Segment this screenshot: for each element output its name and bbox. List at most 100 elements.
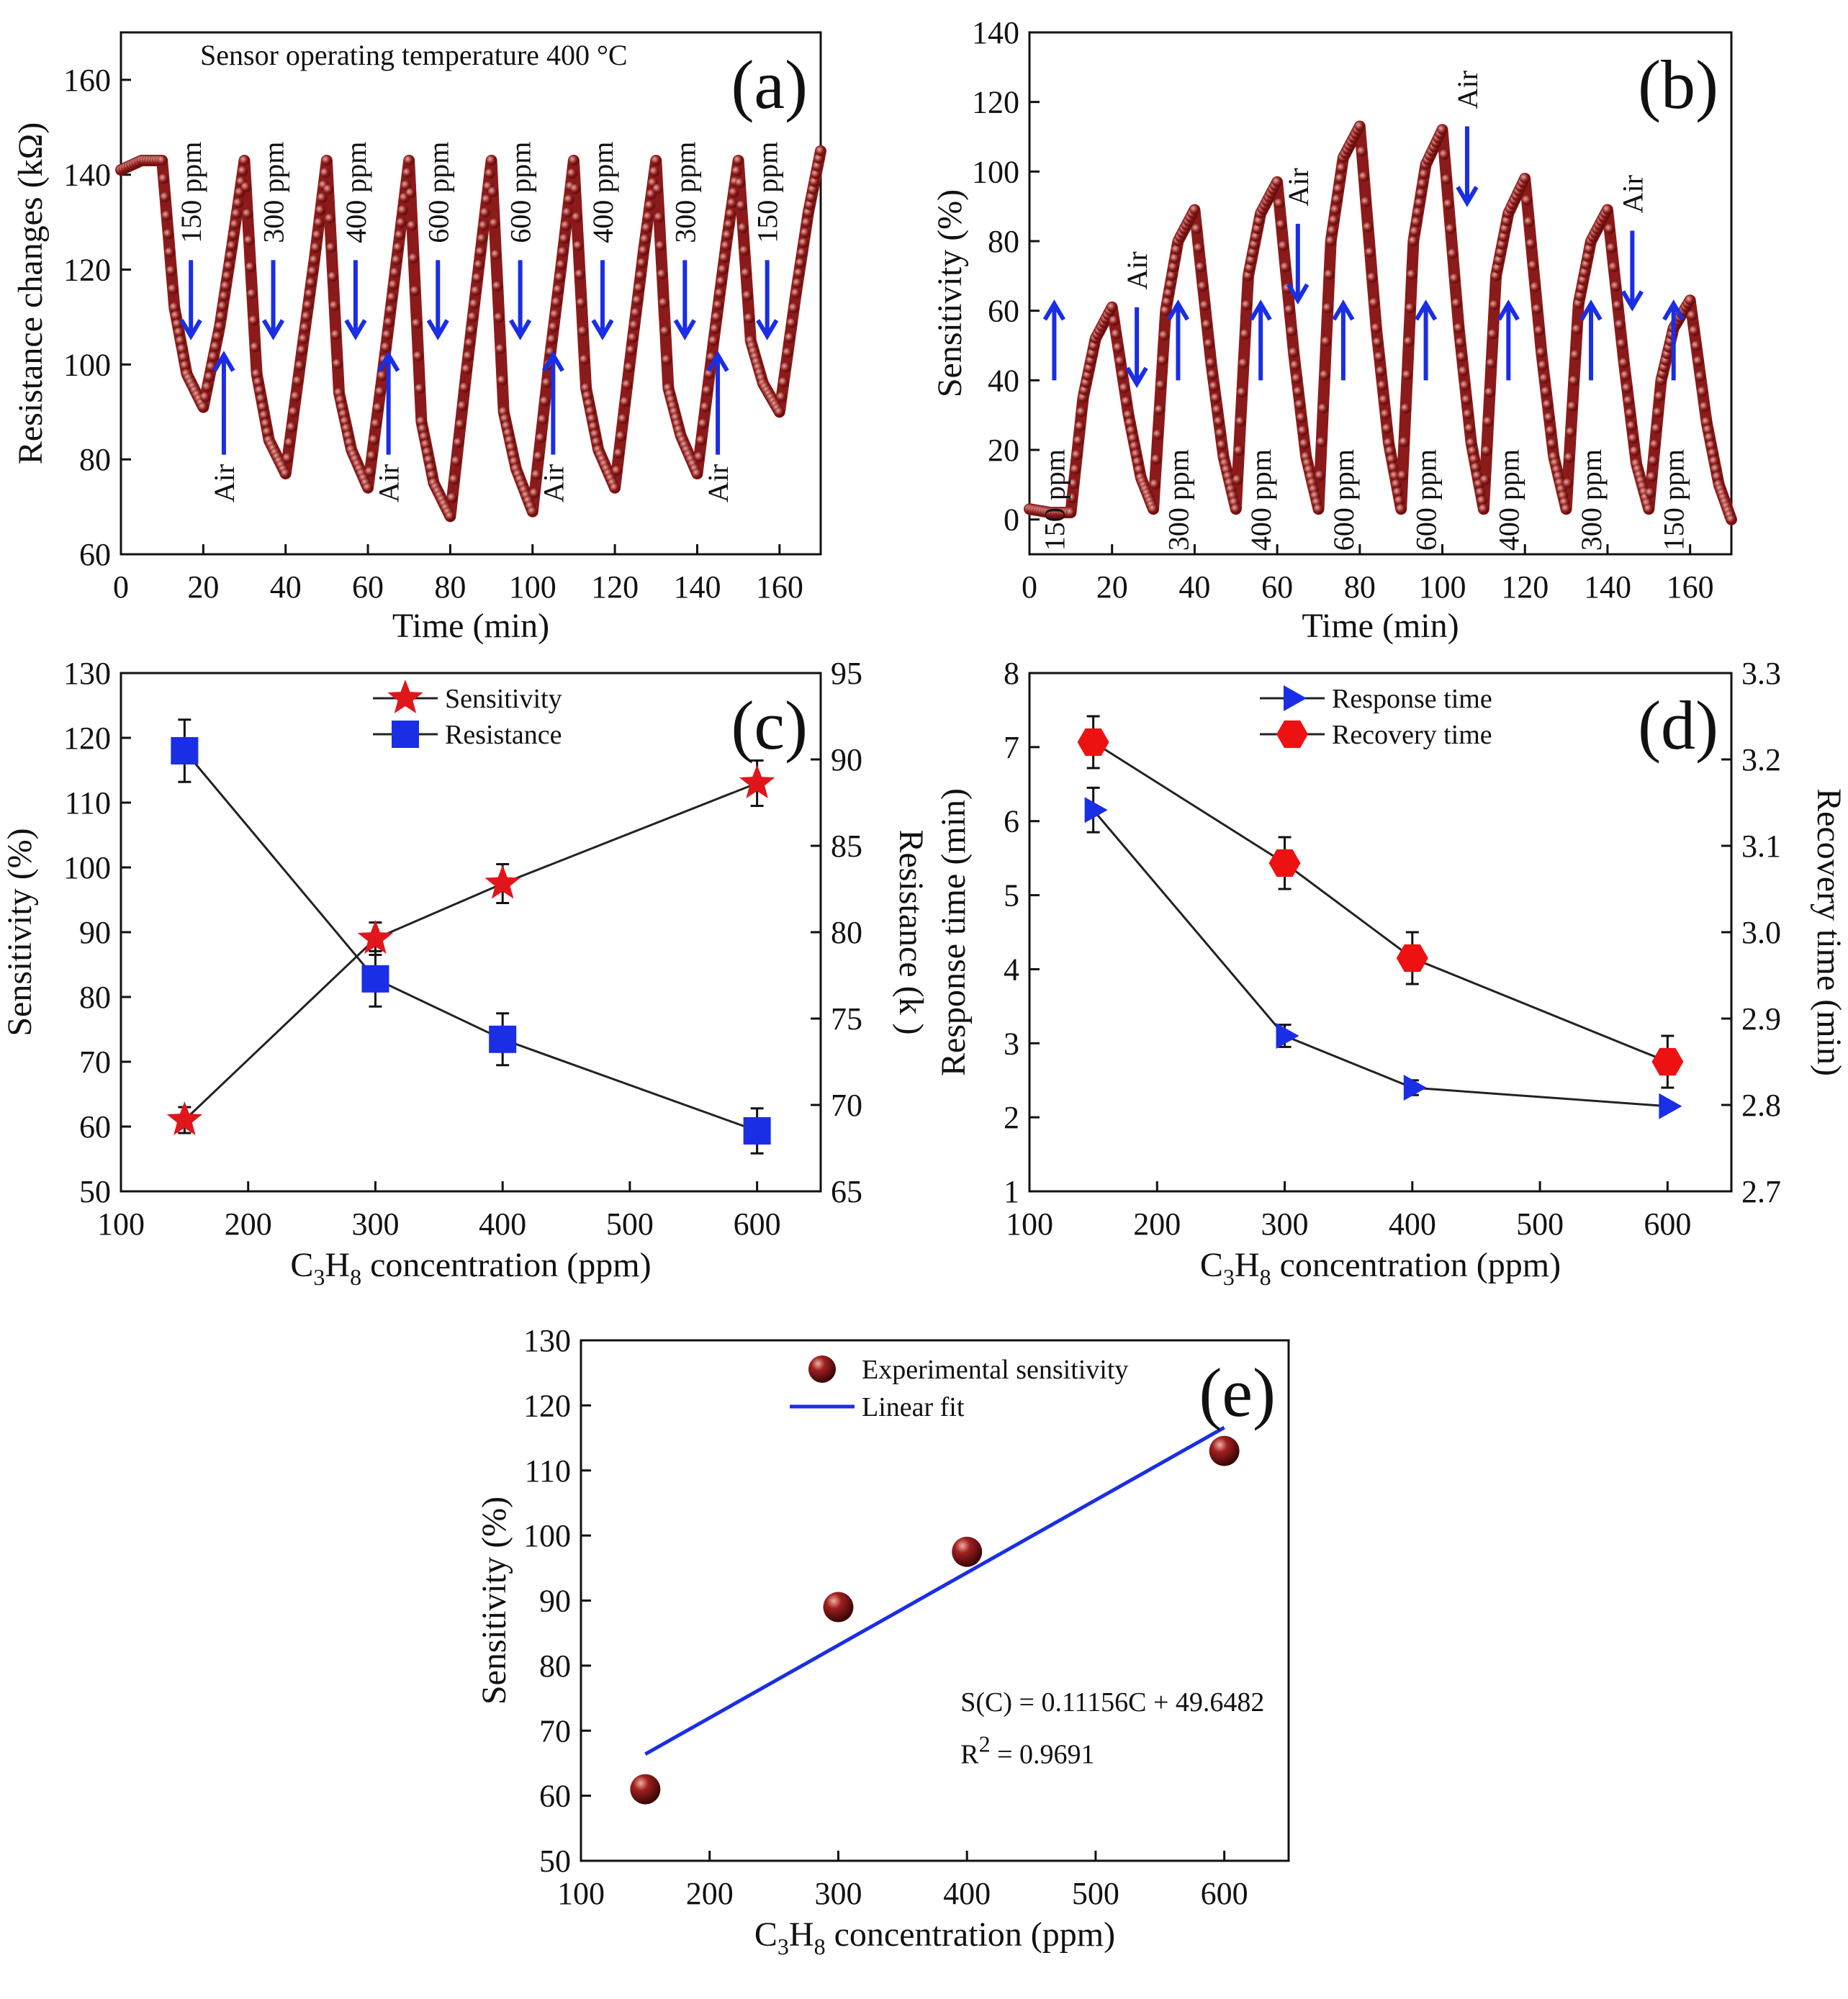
- resistance-series-point: [305, 289, 315, 299]
- y-tick-label: 80: [79, 442, 111, 477]
- air-arrow-head: [1125, 366, 1148, 389]
- sensitivity-series-point: [1207, 369, 1218, 380]
- sensitivity-series-point: [1392, 487, 1403, 498]
- sensitivity-line: [184, 782, 758, 1122]
- sensitivity-series-point: [1369, 297, 1379, 308]
- sensitivity-series-point: [1150, 479, 1160, 489]
- response-time-marker: [1276, 1023, 1299, 1049]
- sensitivity-series-point: [1687, 310, 1698, 321]
- resistance-series-point: [557, 246, 568, 257]
- resistance-series-point: [797, 248, 808, 258]
- resistance-series-point: [660, 326, 671, 337]
- gas-arrow-head: [591, 319, 614, 340]
- sensitivity-series-point: [1449, 273, 1460, 284]
- y-tick-label: 110: [525, 1453, 571, 1489]
- sensitivity-series-point: [1653, 407, 1664, 418]
- y-tick-label: 120: [972, 85, 1019, 120]
- resistance-series-point: [531, 469, 542, 480]
- sensitivity-series-point: [1115, 356, 1126, 366]
- sensitivity-series-point: [1726, 514, 1736, 525]
- resistance-series-point: [556, 259, 567, 270]
- legend-label: Resistance: [445, 720, 562, 750]
- resistance-series-point: [550, 310, 561, 320]
- x-tick-label: 80: [1344, 569, 1376, 605]
- sensitivity-series-point: [1170, 253, 1181, 264]
- resistance-series-point: [564, 194, 574, 205]
- sensitivity-series-point: [1561, 504, 1572, 515]
- y2-tick-label: 85: [831, 829, 862, 864]
- sensitivity-series-point: [1697, 387, 1708, 397]
- sensitivity-series-point: [1613, 300, 1623, 311]
- x-axis-label-part: 8: [814, 1933, 826, 1959]
- y-tick-label: 130: [523, 1323, 571, 1358]
- sensitivity-series-point: [1286, 326, 1297, 337]
- sensitivity-series-point: [1210, 393, 1221, 404]
- sensitivity-series-point: [1117, 369, 1128, 380]
- sensitivity-series-point: [1461, 394, 1472, 405]
- sensitivity-series-point: [1410, 226, 1420, 237]
- resistance-series-point: [420, 439, 431, 450]
- sensitivity-series-point: [1212, 405, 1222, 415]
- x-axis-label-part: concentration (ppm): [361, 1246, 652, 1284]
- resistance-series-point: [416, 416, 427, 427]
- sensitivity-series-point: [1336, 163, 1347, 173]
- sensitivity-series-point: [1070, 464, 1081, 475]
- sensitivity-series-point: [1159, 330, 1170, 341]
- resistance-series-point: [204, 371, 215, 382]
- resistance-series-point: [809, 176, 820, 187]
- resistance-series-point: [157, 155, 168, 166]
- resistance-series-point: [811, 168, 821, 179]
- y-tick-label: 120: [63, 721, 111, 756]
- resistance-series-point: [727, 198, 738, 209]
- resistance-series-point: [553, 284, 564, 295]
- resistance-series-point: [639, 245, 649, 256]
- sensitivity-series-point: [1628, 433, 1639, 444]
- resistance-series-point: [573, 240, 584, 251]
- resistance-series-point: [539, 396, 550, 407]
- resistance-series-point: [662, 354, 672, 365]
- resistance-series-point: [396, 217, 407, 228]
- resistance-series-point: [718, 264, 729, 275]
- recovery-time-marker: [1268, 849, 1301, 877]
- x-tick-label: 300: [1261, 1206, 1309, 1242]
- resistance-series-point: [329, 300, 340, 311]
- sensitivity-series-point: [1128, 433, 1139, 444]
- resistance-series-point: [798, 238, 809, 248]
- y2-tick-label: 90: [831, 742, 862, 777]
- resistance-series-point: [774, 407, 785, 418]
- legend-marker: [392, 721, 419, 748]
- resistance-series-point: [463, 351, 474, 361]
- resistance-series-point: [373, 402, 384, 413]
- resistance-series-point: [738, 222, 749, 233]
- x-tick-label: 400: [943, 1876, 991, 1911]
- resistance-series-point: [219, 291, 230, 302]
- sensitivity-series-point: [1068, 479, 1079, 489]
- sensitivity-series-point: [1356, 146, 1367, 157]
- r2-value: = 0.9691: [991, 1739, 1095, 1769]
- x-tick-label: 100: [97, 1206, 145, 1242]
- resistance-series-point: [422, 447, 433, 458]
- sensitivity-series-point: [1654, 391, 1665, 402]
- resistance-series-point: [471, 286, 482, 297]
- resistance-series-point: [168, 284, 179, 294]
- sensitivity-series-point: [1617, 338, 1628, 349]
- resistance-series-point: [210, 341, 221, 352]
- resistance-series-point: [225, 251, 236, 261]
- x-tick-label: 20: [187, 569, 219, 605]
- sensitivity-series-point: [1379, 394, 1389, 405]
- resistance-series-point: [581, 383, 592, 394]
- sensitivity-series-point: [1111, 329, 1122, 340]
- experimental-point: [630, 1774, 661, 1805]
- x-axis-label-part: C: [754, 1915, 777, 1954]
- resistance-series-point: [618, 414, 628, 425]
- resistance-series-point: [721, 240, 731, 251]
- resistance-series-point: [632, 295, 643, 306]
- resistance-series-point: [248, 315, 259, 326]
- resistance-series-point: [231, 209, 242, 220]
- sensitivity-series-point: [1417, 179, 1428, 189]
- sensitivity-series-point: [1367, 272, 1378, 283]
- resistance-marker: [743, 1117, 771, 1145]
- resistance-series-point: [258, 402, 269, 412]
- resistance-line: [184, 750, 758, 1132]
- plot-frame: [1028, 31, 1733, 556]
